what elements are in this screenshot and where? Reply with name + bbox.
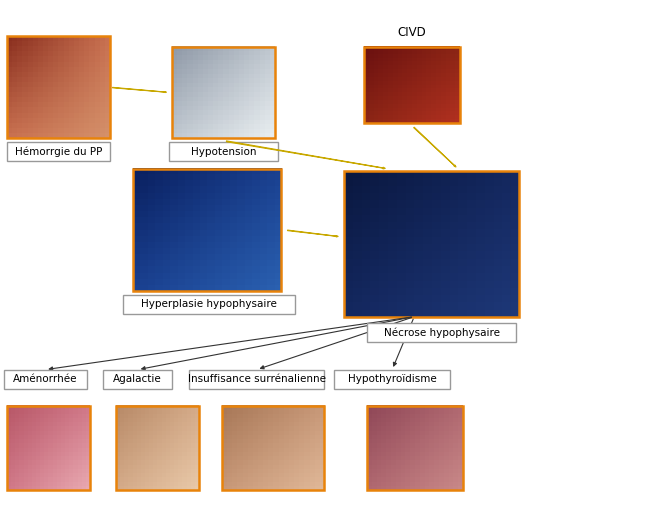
Text: Hypotension: Hypotension [191, 147, 256, 156]
Bar [7, 36, 110, 138]
Bar [222, 406, 324, 490]
Bar [117, 406, 199, 490]
Text: CIVD: CIVD [398, 26, 426, 39]
Text: Aménorrhée: Aménorrhée [13, 375, 77, 384]
Text: Nécrose hypophysaire: Nécrose hypophysaire [384, 327, 500, 338]
FancyArrowPatch shape [393, 319, 413, 366]
Bar [7, 142, 110, 161]
Bar [169, 142, 278, 161]
Text: Hémorrgie du PP: Hémorrgie du PP [15, 146, 102, 157]
Text: Hyperplasie hypophysaire: Hyperplasie hypophysaire [141, 299, 277, 310]
Bar [334, 369, 450, 389]
Bar [364, 47, 460, 123]
Bar [367, 406, 463, 490]
Bar [103, 369, 173, 389]
FancyArrowPatch shape [49, 317, 412, 370]
Bar [173, 47, 275, 138]
Bar [123, 295, 295, 314]
Bar [4, 369, 87, 389]
Bar [189, 369, 324, 389]
Bar [7, 406, 90, 490]
Text: Hypothyroïdisme: Hypothyroïdisme [348, 375, 436, 384]
Bar [367, 323, 516, 342]
Text: Agalactie: Agalactie [113, 375, 162, 384]
Bar [133, 169, 281, 291]
Text: Insuffisance surrénalienne: Insuffisance surrénalienne [188, 375, 326, 384]
Bar [344, 171, 519, 317]
FancyArrowPatch shape [142, 317, 412, 370]
FancyArrowPatch shape [260, 317, 412, 369]
